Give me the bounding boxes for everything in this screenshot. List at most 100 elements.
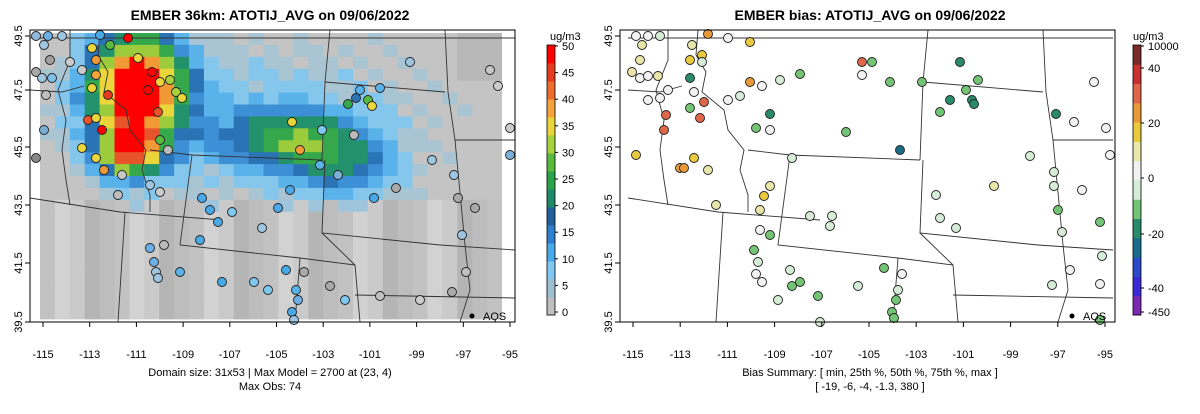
model-grid-cell — [367, 128, 384, 141]
model-grid-cell — [338, 211, 354, 225]
left-colorbar-segment — [547, 216, 555, 226]
model-grid-cell — [323, 271, 339, 284]
model-grid-cell — [203, 44, 220, 58]
model-grid-cell — [412, 235, 428, 248]
model-grid-cell — [397, 80, 413, 93]
model-grid-cell — [114, 283, 130, 296]
observation-point — [343, 99, 353, 109]
model-grid-cell — [233, 80, 250, 93]
right-map-frame — [619, 29, 1116, 323]
model-grid-cell — [457, 44, 473, 58]
left-colorbar-segment — [547, 252, 555, 262]
model-grid-cell — [144, 199, 160, 213]
bias-point — [1077, 185, 1087, 195]
model-grid-cell — [412, 199, 428, 213]
bias-point — [757, 277, 767, 287]
model-grid-cell — [487, 116, 503, 129]
observation-point — [427, 155, 437, 165]
model-grid-cell — [412, 176, 428, 189]
model-grid-cell — [129, 211, 145, 225]
observation-point — [367, 101, 377, 111]
left-state-boundary-line — [324, 81, 446, 93]
model-grid-cell — [144, 152, 160, 165]
right-colorbar-segment — [1133, 257, 1141, 277]
model-grid-cell — [472, 307, 488, 320]
model-grid-cell — [293, 176, 309, 189]
observation-point — [77, 65, 87, 75]
model-grid-cell — [487, 152, 503, 165]
bias-point — [795, 69, 805, 79]
model-grid-cell — [382, 44, 399, 58]
bias-point — [1049, 181, 1059, 191]
model-grid-cell — [323, 44, 339, 58]
left-y-tick-label: 39.5 — [13, 311, 25, 332]
bias-point — [853, 281, 863, 291]
observation-point — [155, 77, 165, 87]
model-grid-cell — [159, 104, 175, 117]
left-y-axis: 39.5 41.5 43.5 45.5 47.5 49.5 — [13, 25, 30, 333]
model-grid-cell — [397, 116, 413, 129]
model-grid-cell — [54, 68, 71, 82]
model-grid-cell — [278, 140, 294, 153]
bias-point — [785, 265, 795, 275]
model-grid-cell — [54, 307, 71, 320]
right-colorbar-label: -20 — [1148, 229, 1164, 241]
model-grid-cell — [114, 80, 130, 93]
model-grid-cell — [218, 295, 235, 308]
model-grid-cell — [248, 116, 264, 129]
model-grid-cell — [99, 271, 115, 284]
model-grid-cell — [293, 211, 309, 225]
model-grid-cell — [233, 92, 250, 105]
bias-point — [685, 73, 695, 83]
model-grid-cell — [69, 152, 86, 165]
right-x-tick-label: -105 — [858, 349, 880, 361]
model-grid-cell — [412, 211, 428, 225]
model-grid-cell — [99, 80, 115, 93]
observation-point — [391, 183, 401, 193]
left-map-margin — [502, 30, 515, 322]
model-grid-cell — [442, 80, 458, 93]
bias-point — [895, 145, 905, 155]
model-grid-cell — [99, 211, 115, 225]
model-grid-cell — [397, 223, 413, 236]
model-grid-cell — [69, 44, 86, 58]
right-colorbar-segment — [1133, 141, 1141, 162]
observation-point — [113, 190, 123, 200]
left-y-tick-label: 47.5 — [13, 79, 25, 100]
observation-point — [333, 170, 343, 180]
model-grid-cell — [367, 116, 384, 129]
observation-point — [91, 113, 101, 123]
model-grid-cell — [397, 259, 413, 272]
left-colorbar-segment — [547, 54, 555, 64]
observation-point — [317, 125, 327, 135]
model-grid-cell — [233, 152, 250, 165]
bias-point — [653, 71, 663, 81]
model-grid-cell — [412, 271, 428, 284]
model-grid-cell — [129, 283, 145, 296]
model-grid-cell — [278, 104, 294, 117]
model-grid-cell — [99, 152, 115, 165]
model-grid-cell — [129, 259, 145, 272]
model-grid-cell — [427, 92, 443, 105]
observation-point — [165, 75, 175, 85]
model-grid-cell — [159, 307, 175, 320]
model-grid-cell — [338, 307, 354, 320]
model-grid-cell — [99, 247, 115, 260]
bias-point — [765, 181, 775, 191]
right-colorbar-segment — [1133, 276, 1141, 297]
model-grid-cell — [412, 80, 428, 93]
model-grid-cell — [218, 176, 235, 189]
bias-point — [689, 153, 699, 163]
left-colorbar-segment — [547, 63, 555, 73]
observation-point — [145, 243, 155, 253]
model-grid-cell — [472, 68, 488, 82]
model-grid-cell — [159, 211, 175, 225]
model-grid-cell — [189, 199, 205, 213]
bias-point — [1105, 150, 1115, 160]
model-grid-cell — [114, 104, 130, 117]
model-grid-cell — [144, 283, 160, 296]
left-colorbar-segment — [547, 162, 555, 172]
model-grid-cell — [129, 92, 145, 105]
model-grid-cell — [457, 33, 473, 46]
bias-point — [961, 85, 971, 95]
